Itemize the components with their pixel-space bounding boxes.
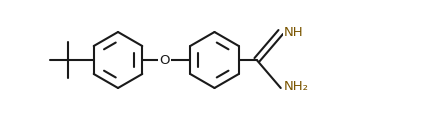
Text: NH: NH (284, 27, 303, 39)
Text: NH₂: NH₂ (284, 81, 309, 93)
Text: O: O (159, 54, 170, 66)
